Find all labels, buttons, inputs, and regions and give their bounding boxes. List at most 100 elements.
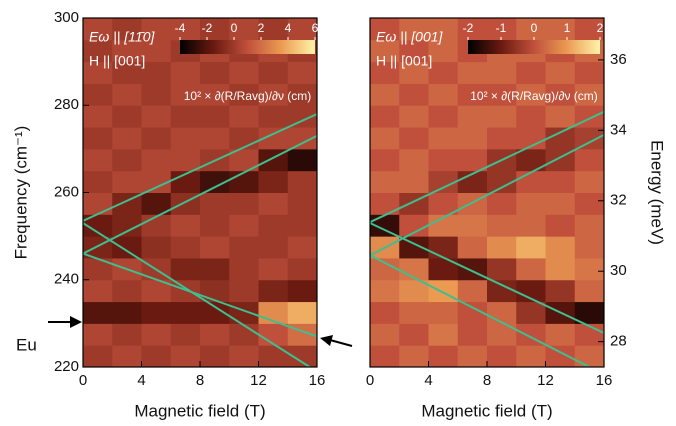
colorbar-tick-label: 0: [531, 21, 538, 35]
heatmap-cell: [200, 170, 230, 193]
heatmap-cell: [170, 148, 201, 172]
heatmap-cell: [170, 236, 201, 259]
heatmap-cell: [574, 214, 604, 237]
heatmap-cell: [170, 345, 201, 367]
heatmap-cell: [370, 345, 400, 367]
heatmap-cell: [170, 214, 201, 237]
heatmap-cell: [200, 61, 230, 84]
heatmap-cell: [370, 18, 400, 41]
heatmap-cell: [574, 257, 604, 281]
heatmap-cell: [487, 345, 517, 367]
x-tick-label: 0: [79, 372, 87, 389]
heatmap-cell: [399, 148, 429, 172]
colorbar-tick-label: 1: [564, 21, 571, 35]
model-line: [83, 134, 317, 255]
heatmap-cell: [83, 83, 113, 106]
heatmap-cell: [229, 236, 259, 259]
heatmap-cell: [229, 127, 259, 150]
x-tick-label: 12: [250, 372, 267, 389]
heatmap-cell: [200, 236, 230, 259]
model-line: [370, 254, 590, 367]
heatmap-cell: [83, 192, 113, 215]
x-axis-label: Magnetic field (T): [134, 401, 265, 420]
heatmap-cell: [457, 323, 488, 346]
heatmap-cell: [516, 148, 546, 172]
heatmap-cell: [516, 345, 546, 367]
heatmap-cell: [545, 192, 576, 215]
heatmap-cell: [141, 148, 172, 172]
heatmap-cell: [112, 170, 142, 193]
heatmap-cell: [428, 323, 459, 346]
model-line: [370, 110, 604, 224]
heatmap-cell: [83, 345, 113, 367]
heatmap-cell: [83, 127, 113, 150]
heatmap-cell: [545, 83, 576, 106]
colorbar-label: 10² × ∂(R/Ravg)/∂ν (cm): [470, 89, 598, 103]
colorbar-tick-label: -4: [175, 21, 186, 35]
heatmap-cell: [399, 170, 429, 193]
heatmap-cell: [428, 127, 459, 150]
heatmap-cell: [574, 18, 604, 41]
heatmap-cell: [83, 148, 113, 172]
heatmap-cell: [258, 279, 289, 303]
heatmap-cell: [428, 39, 459, 63]
heatmap-cell: [516, 83, 546, 106]
colorbar-tick-label: -2: [202, 21, 213, 35]
heatmap-cell: [457, 192, 488, 215]
heatmap-cell: [399, 39, 429, 63]
heatmap-cell: [258, 170, 289, 193]
heatmap-cell: [370, 105, 400, 128]
heatmap-cell: [258, 214, 289, 237]
heatmap-cell: [457, 18, 488, 41]
heatmap-cell: [428, 148, 459, 172]
heatmap-cell: [200, 301, 230, 324]
heatmap-cell: [112, 18, 142, 41]
heatmap-cell: [487, 192, 517, 215]
heatmap-cell: [141, 192, 172, 215]
heatmap-cell: [399, 345, 429, 367]
heatmap-cell: [229, 170, 259, 193]
heatmap-cell: [516, 236, 546, 259]
heatmap-cell: [141, 127, 172, 150]
heatmap-cell: [545, 323, 576, 346]
x-tick-label: 4: [424, 372, 432, 389]
heatmap-cell: [258, 61, 289, 84]
x-tick-label: 8: [196, 372, 204, 389]
arrow-left: [48, 316, 82, 328]
heatmap-cell: [457, 127, 488, 150]
heatmap-cell: [258, 323, 289, 346]
heatmap-cell: [229, 301, 259, 324]
heatmap-cell: [287, 214, 317, 237]
x-tick-label: 4: [137, 372, 145, 389]
heatmap-cell: [170, 83, 201, 106]
heatmap-cell: [399, 105, 429, 128]
heatmap-cell: [545, 105, 576, 128]
heatmap-cell: [370, 192, 400, 215]
heatmap-cell: [428, 18, 459, 41]
heatmap-cell: [229, 83, 259, 106]
y2-tick-label: 32: [610, 192, 627, 209]
model-line: [370, 222, 604, 334]
heatmap-cell: [200, 214, 230, 237]
heatmap-cell: [370, 83, 400, 106]
colorbar-tick-label: 0: [231, 21, 238, 35]
heatmap-cell: [574, 61, 604, 84]
heatmap-cell: [287, 192, 317, 215]
heatmap: [370, 18, 604, 367]
heatmap-cell: [545, 279, 576, 303]
x-tick-label: 0: [366, 372, 374, 389]
x-axis-label: Magnetic field (T): [421, 401, 552, 420]
heatmap-cell: [83, 18, 113, 41]
heatmap-cell: [399, 279, 429, 303]
heatmap-cell: [112, 279, 142, 303]
colorbar-tick-label: 2: [258, 21, 265, 35]
heatmap-cell: [428, 257, 459, 281]
heatmap-cell: [258, 18, 289, 41]
heatmap: [83, 18, 317, 367]
heatmap-cell: [258, 127, 289, 150]
heatmap-cell: [516, 127, 546, 150]
heatmap-cell: [170, 61, 201, 84]
heatmap-cell: [516, 279, 546, 303]
heatmap-cell: [574, 127, 604, 150]
